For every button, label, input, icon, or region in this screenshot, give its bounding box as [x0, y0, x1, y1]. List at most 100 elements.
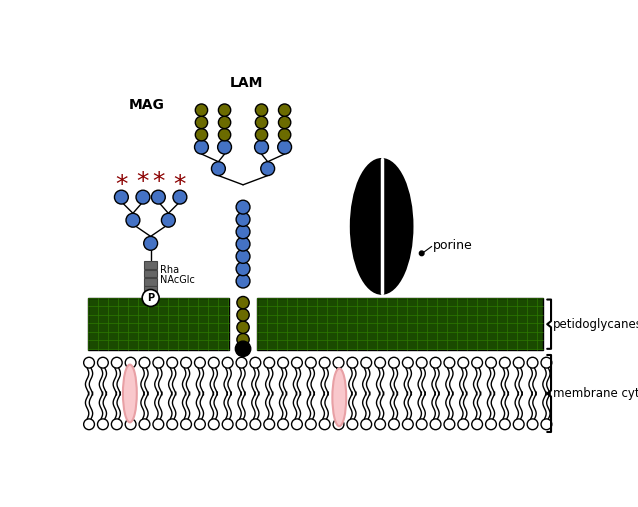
Circle shape [218, 140, 232, 154]
Circle shape [250, 357, 261, 368]
Circle shape [167, 419, 177, 429]
Circle shape [278, 116, 291, 129]
Circle shape [181, 357, 191, 368]
Circle shape [136, 190, 150, 204]
Circle shape [361, 419, 371, 429]
Circle shape [264, 419, 274, 429]
Circle shape [403, 357, 413, 368]
Circle shape [161, 213, 175, 227]
Circle shape [458, 419, 469, 429]
Circle shape [255, 116, 268, 129]
Circle shape [514, 357, 524, 368]
Circle shape [98, 419, 108, 429]
Circle shape [235, 341, 251, 356]
Circle shape [333, 357, 344, 368]
Bar [144, 261, 157, 269]
Circle shape [333, 419, 344, 429]
Circle shape [112, 357, 122, 368]
Circle shape [237, 297, 249, 309]
Circle shape [430, 357, 441, 368]
Circle shape [173, 190, 187, 204]
Circle shape [237, 321, 249, 334]
Circle shape [181, 419, 191, 429]
Circle shape [139, 357, 150, 368]
Circle shape [541, 357, 552, 368]
Text: Rha: Rha [160, 265, 179, 275]
Circle shape [167, 357, 177, 368]
Circle shape [84, 419, 94, 429]
Text: MAG: MAG [129, 98, 165, 112]
Circle shape [236, 274, 250, 288]
Circle shape [195, 419, 205, 429]
Circle shape [218, 129, 231, 141]
Circle shape [236, 212, 250, 227]
Circle shape [255, 140, 269, 154]
Circle shape [125, 419, 136, 429]
Ellipse shape [332, 369, 346, 426]
Text: *: * [152, 170, 165, 195]
Circle shape [98, 357, 108, 368]
Circle shape [255, 129, 268, 141]
Circle shape [347, 357, 358, 368]
Circle shape [430, 419, 441, 429]
Circle shape [486, 357, 496, 368]
Circle shape [500, 419, 510, 429]
Circle shape [471, 419, 482, 429]
Text: membrane cytoplasmique: membrane cytoplasmique [553, 387, 638, 400]
Circle shape [255, 104, 268, 116]
Circle shape [195, 357, 205, 368]
Circle shape [444, 419, 455, 429]
Circle shape [250, 419, 261, 429]
Circle shape [347, 419, 358, 429]
Circle shape [112, 419, 122, 429]
Circle shape [361, 357, 371, 368]
Bar [144, 270, 157, 277]
Circle shape [222, 419, 233, 429]
Circle shape [151, 190, 165, 204]
Circle shape [236, 357, 247, 368]
Circle shape [153, 357, 164, 368]
Circle shape [125, 357, 136, 368]
Circle shape [195, 140, 209, 154]
Circle shape [541, 419, 552, 429]
Circle shape [416, 357, 427, 368]
Text: LAM: LAM [230, 76, 263, 90]
Text: *: * [174, 173, 186, 197]
Circle shape [292, 357, 302, 368]
Circle shape [209, 419, 219, 429]
Circle shape [261, 162, 274, 175]
Text: petidoglycanes: petidoglycanes [553, 318, 638, 331]
Bar [144, 286, 157, 294]
Circle shape [236, 237, 250, 251]
Circle shape [375, 419, 385, 429]
Circle shape [222, 357, 233, 368]
Circle shape [278, 357, 288, 368]
Text: P: P [147, 293, 154, 303]
Circle shape [153, 419, 164, 429]
Ellipse shape [351, 159, 412, 294]
Bar [87, 298, 229, 350]
Text: NAcGlc: NAcGlc [160, 275, 195, 285]
Circle shape [389, 357, 399, 368]
Circle shape [236, 225, 250, 239]
Bar [144, 278, 157, 285]
Circle shape [416, 419, 427, 429]
Circle shape [444, 357, 455, 368]
Circle shape [403, 419, 413, 429]
Text: porine: porine [433, 239, 473, 252]
Circle shape [319, 419, 330, 429]
Circle shape [195, 104, 207, 116]
Circle shape [319, 357, 330, 368]
Circle shape [471, 357, 482, 368]
Ellipse shape [123, 365, 137, 422]
Circle shape [278, 419, 288, 429]
Circle shape [139, 419, 150, 429]
Circle shape [236, 200, 250, 214]
Circle shape [514, 419, 524, 429]
Circle shape [292, 419, 302, 429]
Circle shape [486, 419, 496, 429]
Circle shape [142, 289, 159, 306]
Circle shape [500, 357, 510, 368]
Circle shape [195, 129, 207, 141]
Circle shape [84, 357, 94, 368]
